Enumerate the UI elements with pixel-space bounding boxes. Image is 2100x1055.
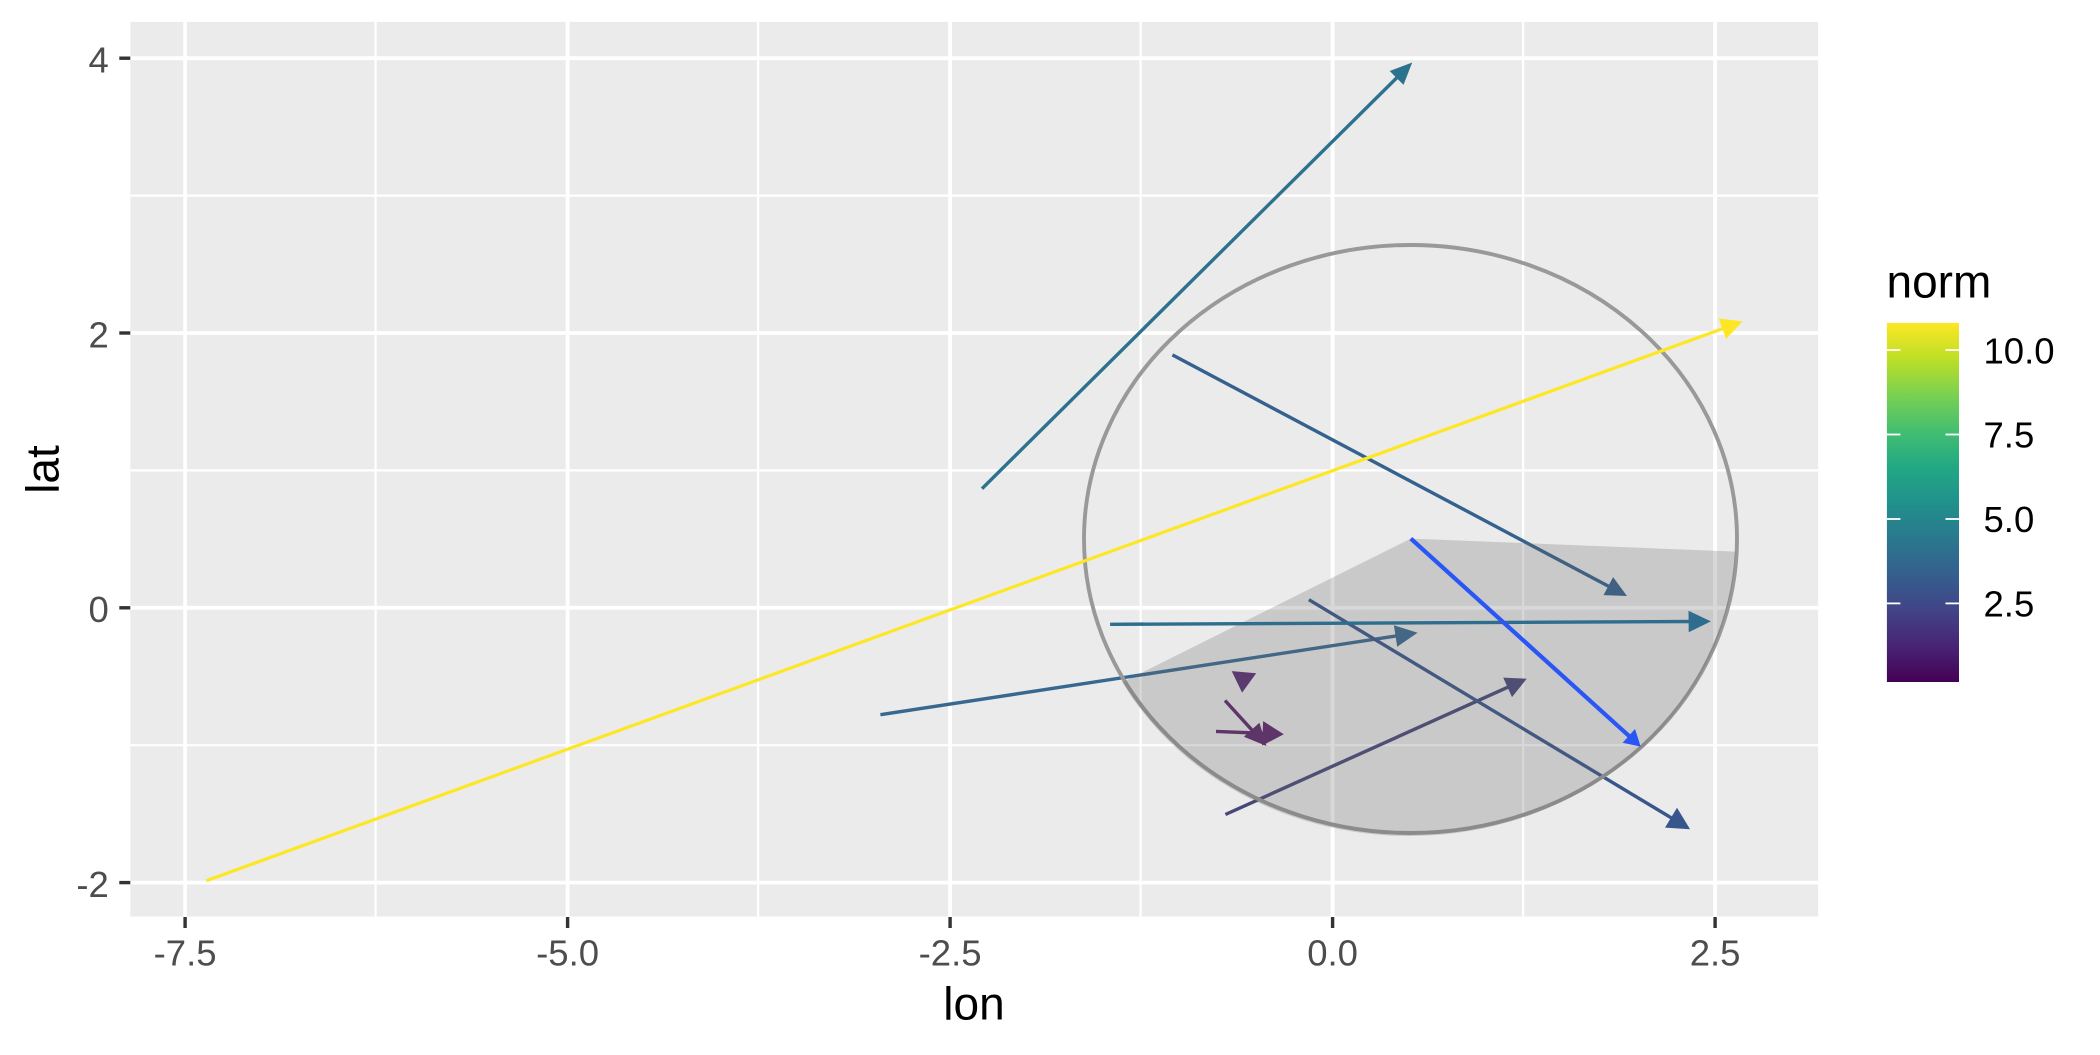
svg-text:10.0: 10.0: [1984, 330, 2055, 371]
svg-text:-2.5: -2.5: [919, 933, 982, 974]
svg-text:4: 4: [88, 40, 108, 81]
svg-text:-5.0: -5.0: [536, 933, 599, 974]
svg-text:5.0: 5.0: [1984, 499, 2035, 540]
svg-text:lat: lat: [17, 445, 69, 494]
svg-text:0.0: 0.0: [1307, 933, 1358, 974]
svg-text:2.5: 2.5: [1690, 933, 1741, 974]
svg-text:0: 0: [88, 589, 108, 630]
svg-text:2.5: 2.5: [1984, 584, 2035, 625]
svg-text:norm: norm: [1887, 256, 1992, 308]
svg-text:2: 2: [88, 314, 108, 355]
svg-text:lon: lon: [943, 978, 1004, 1030]
svg-text:-2: -2: [76, 864, 108, 905]
svg-text:-7.5: -7.5: [154, 933, 217, 974]
svg-text:7.5: 7.5: [1984, 415, 2035, 456]
